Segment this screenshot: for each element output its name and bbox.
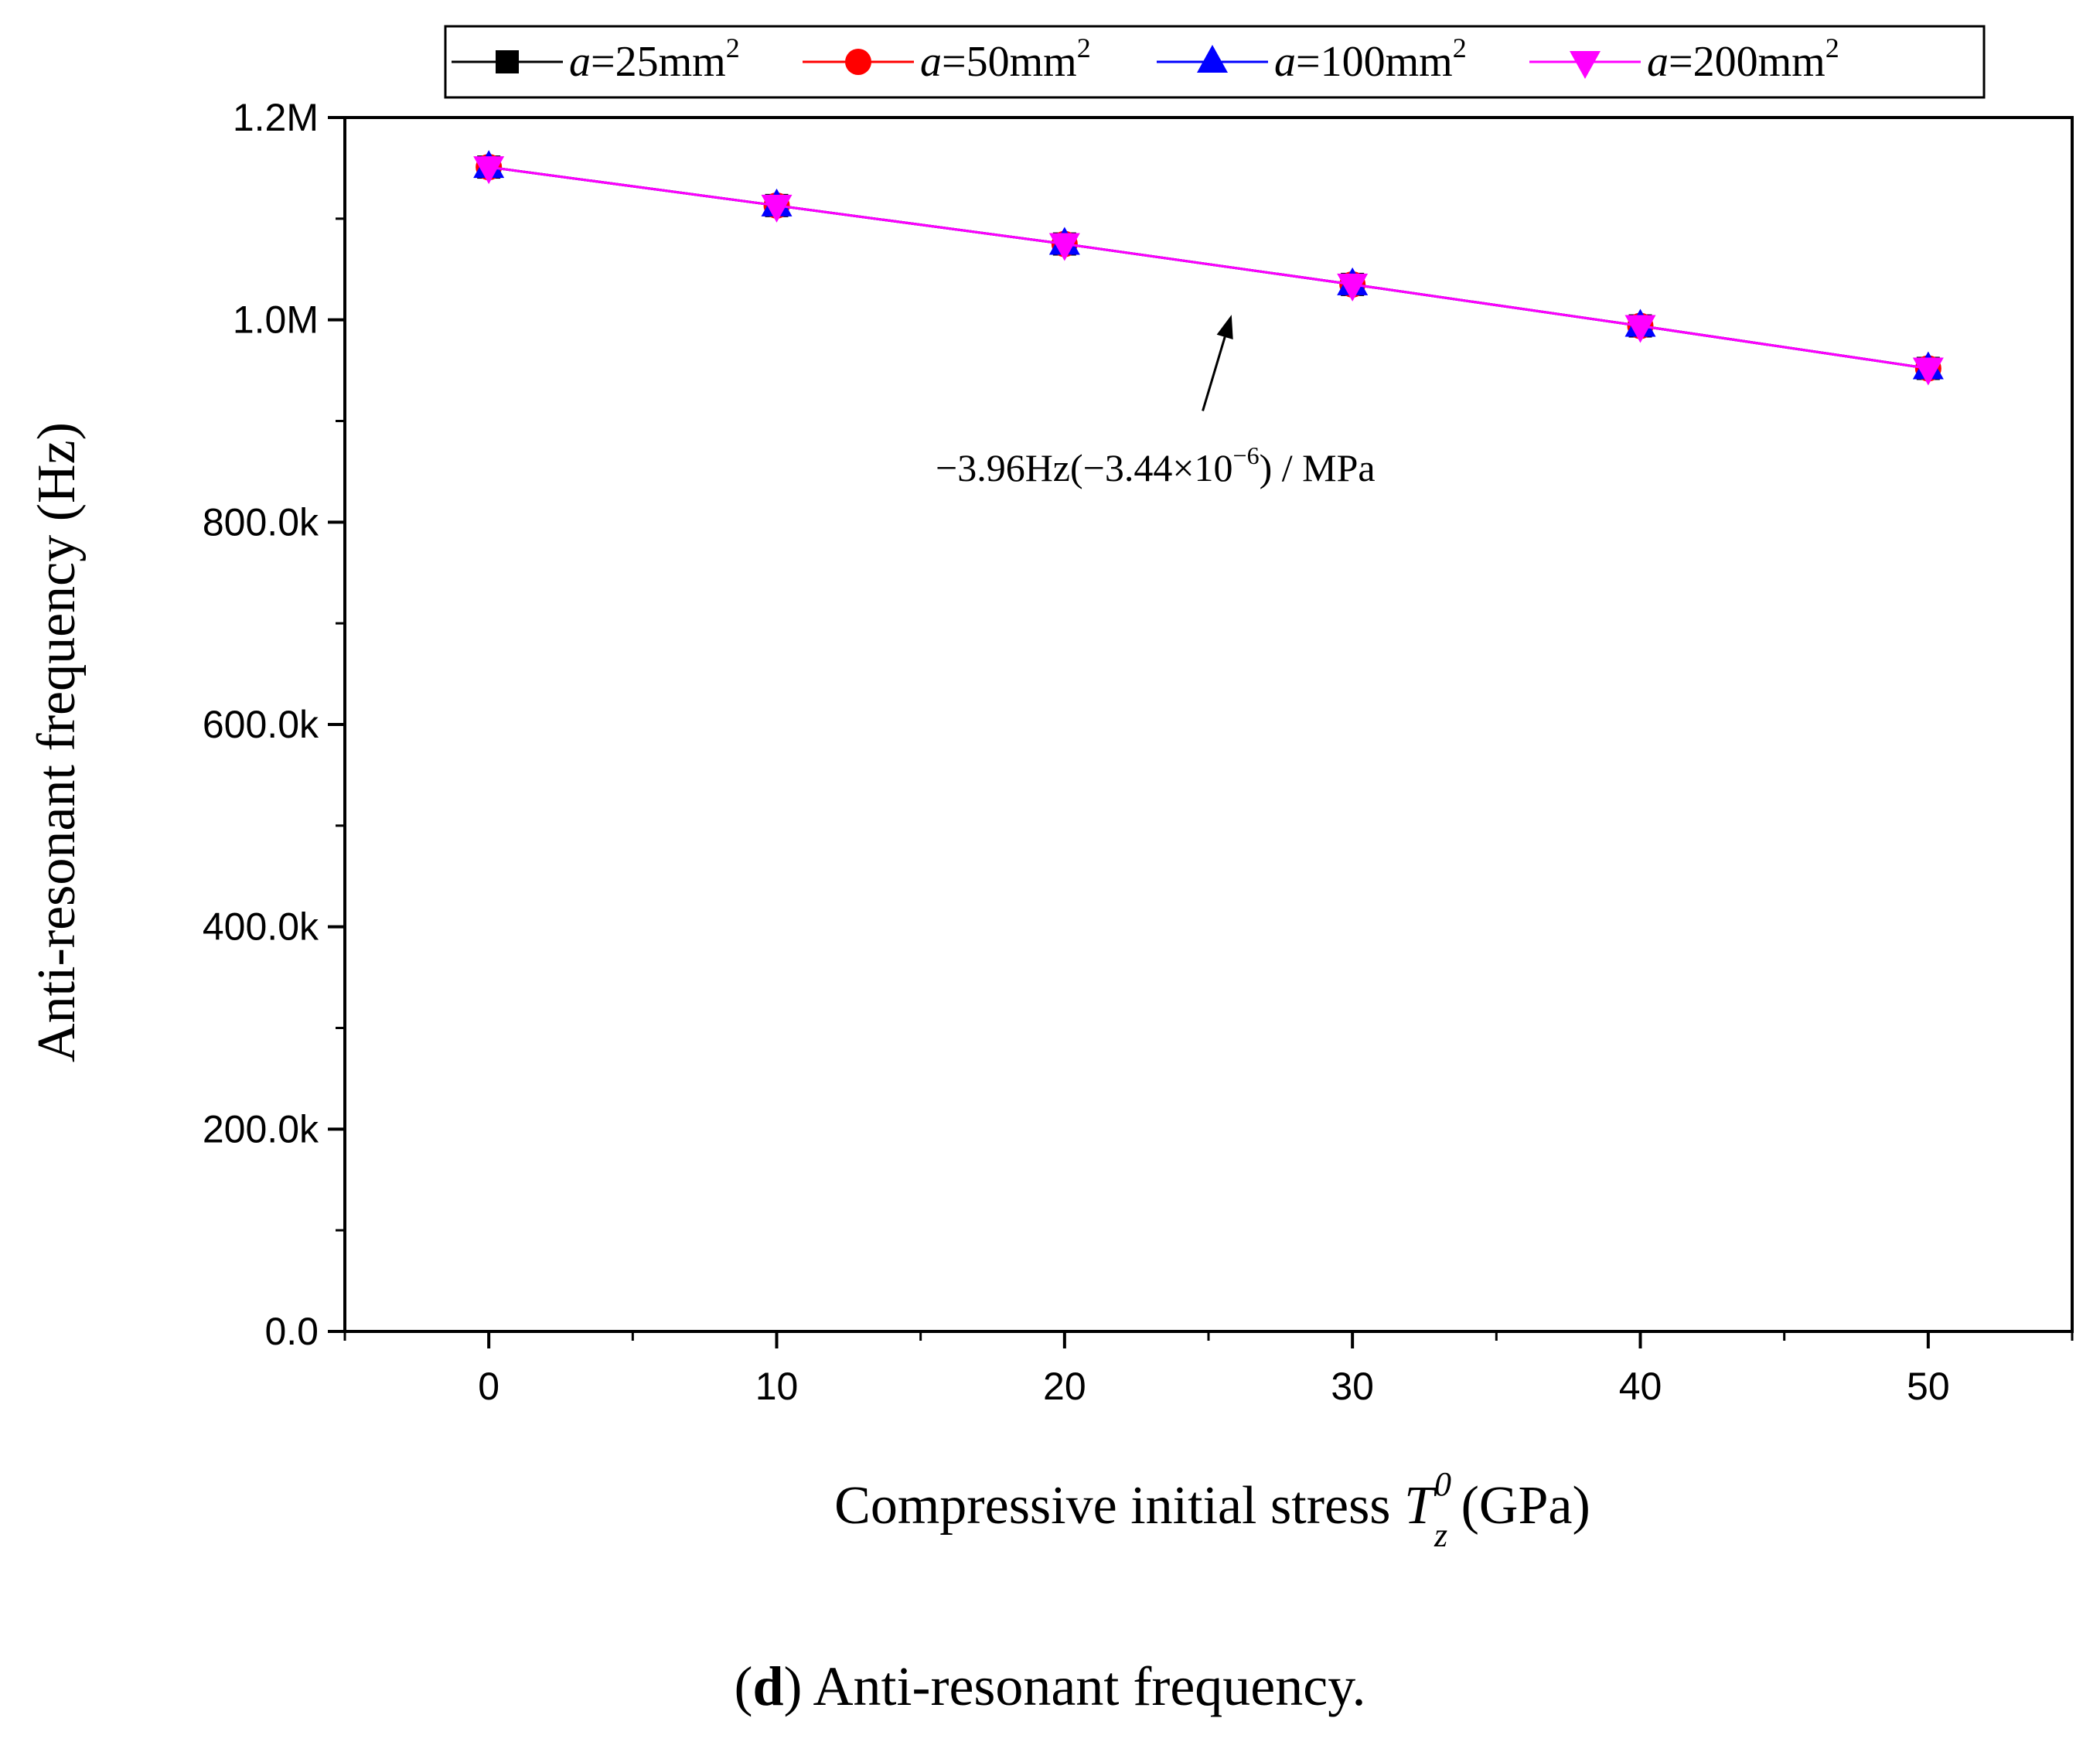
series-1 bbox=[477, 155, 1940, 380]
legend-label: a=50mm2 bbox=[920, 32, 1091, 86]
legend-entry: a=200mm2 bbox=[1529, 32, 1839, 86]
series-line bbox=[488, 165, 1929, 370]
y-tick-label: 600.0k bbox=[203, 703, 319, 746]
caption-letter: d bbox=[752, 1655, 783, 1717]
y-axis: 0.0 200.0k 400.0k 600.0k 800.0k 1.0M 1.2M bbox=[203, 96, 345, 1353]
annotation-arrowhead bbox=[1216, 315, 1233, 340]
annotation-pre: −3.96Hz(−3.44×10 bbox=[936, 446, 1233, 489]
data-point bbox=[1912, 357, 1944, 386]
x-axis: 0 10 20 30 40 50 bbox=[343, 1331, 2074, 1408]
data-point bbox=[1624, 315, 1656, 343]
legend-entry: a=50mm2 bbox=[803, 32, 1091, 86]
x-tick-label: 30 bbox=[1331, 1365, 1374, 1408]
series-2 bbox=[476, 154, 1941, 382]
data-point bbox=[1048, 233, 1080, 261]
series-line bbox=[488, 165, 1929, 370]
legend-label: a=200mm2 bbox=[1647, 32, 1839, 86]
legend-marker bbox=[496, 50, 519, 73]
slope-annotation: −3.96Hz(−3.44×10−6) / MPa bbox=[936, 315, 1376, 489]
legend-entry: a=100mm2 bbox=[1157, 32, 1467, 86]
legend-marker bbox=[845, 49, 871, 75]
x-axis-label: Compressive initial stress T0 z (GPa) bbox=[834, 1465, 1590, 1554]
y-axis-label: Anti-resonant frequency (Hz) bbox=[27, 422, 87, 1062]
y-tick-label: 400.0k bbox=[203, 905, 319, 949]
annotation-arrow bbox=[1202, 336, 1226, 411]
legend-label: a=25mm2 bbox=[569, 32, 740, 86]
legend: a=25mm2 a=50mm2 a=100mm2 a=200mm2 bbox=[444, 25, 1986, 99]
x-axis-label-superscript: 0 bbox=[1434, 1465, 1451, 1503]
series-line bbox=[488, 165, 1929, 370]
x-tick-label: 50 bbox=[1907, 1365, 1950, 1408]
series-layer bbox=[473, 150, 1944, 386]
x-tick-label: 10 bbox=[755, 1365, 799, 1408]
x-axis-label-unit: (GPa) bbox=[1447, 1476, 1590, 1536]
series-4 bbox=[473, 156, 1944, 386]
legend-marker bbox=[1570, 51, 1601, 79]
legend-entry: a=25mm2 bbox=[452, 32, 740, 86]
figure-caption: (d) Anti-resonant frequency. bbox=[734, 1655, 1365, 1717]
annotation-sup: −6 bbox=[1233, 441, 1260, 469]
x-axis-label-symbol: T bbox=[1404, 1476, 1438, 1536]
legend-marker bbox=[1197, 45, 1228, 73]
x-tick-label: 20 bbox=[1043, 1365, 1086, 1408]
annotation-label: −3.96Hz(−3.44×10−6) / MPa bbox=[936, 441, 1376, 489]
x-axis-label-main: Compressive initial stress bbox=[834, 1476, 1404, 1536]
annotation-post: ) / MPa bbox=[1260, 446, 1376, 489]
data-point bbox=[473, 156, 505, 185]
data-point bbox=[1337, 273, 1369, 302]
y-tick-label: 1.0M bbox=[233, 298, 319, 342]
x-tick-label: 40 bbox=[1619, 1365, 1662, 1408]
legend-label: a=100mm2 bbox=[1274, 32, 1467, 86]
data-point bbox=[761, 194, 793, 223]
x-axis-label-subscript: z bbox=[1434, 1516, 1447, 1554]
caption-text: Anti-resonant frequency. bbox=[802, 1655, 1365, 1717]
y-tick-label: 1.2M bbox=[233, 96, 319, 139]
y-tick-label: 800.0k bbox=[203, 500, 319, 544]
x-tick-label: 0 bbox=[478, 1365, 499, 1408]
plot-frame bbox=[343, 116, 2074, 1333]
y-tick-label: 0.0 bbox=[264, 1310, 319, 1353]
y-tick-label: 200.0k bbox=[203, 1107, 319, 1151]
series-line bbox=[488, 165, 1929, 370]
